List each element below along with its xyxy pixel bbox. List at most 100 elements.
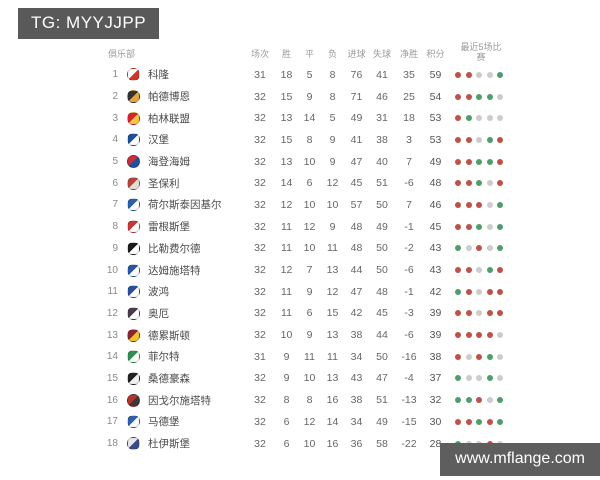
form-dots <box>448 375 510 382</box>
cell-gf: 45 <box>350 177 363 190</box>
table-row-荷尔斯泰因基尔[interactable]: 7 荷尔斯泰因基尔 32 12 10 10 57 50 7 46 <box>96 194 510 216</box>
cell-ga: 58 <box>376 437 388 450</box>
form-dot-win <box>455 115 461 122</box>
cell-played: 32 <box>254 372 266 385</box>
form-dots <box>448 180 510 187</box>
table-row-汉堡[interactable]: 4 汉堡 32 15 8 9 41 38 3 53 <box>96 129 510 151</box>
rank-cell: 11 <box>107 286 118 298</box>
form-dot-loss <box>497 418 503 425</box>
cell-win: 6 <box>283 415 290 428</box>
cell-played: 32 <box>254 394 266 407</box>
cell-draw: 9 <box>306 90 313 103</box>
tg-badge: TG: MYYJJPP <box>18 8 160 39</box>
cell-gf: 41 <box>350 133 363 146</box>
team-crest-icon <box>126 90 140 104</box>
cell-played: 32 <box>254 285 266 298</box>
table-row-波鸿[interactable]: 11 波鸿 32 11 9 12 47 48 -1 42 <box>96 281 510 303</box>
cell-draw: 8 <box>306 394 313 407</box>
cell-win: 14 <box>280 177 293 190</box>
form-dot-win <box>497 310 503 317</box>
cell-gd: 25 <box>403 90 415 103</box>
form-dot-loss <box>497 201 503 208</box>
rank-cell: 2 <box>112 91 118 103</box>
table-row-圣保利[interactable]: 6 圣保利 32 14 6 12 45 51 -6 48 <box>96 172 510 194</box>
cell-ga: 38 <box>376 133 388 146</box>
cell-played: 32 <box>254 220 266 233</box>
cell-gf: 47 <box>350 155 363 168</box>
cell-draw: 10 <box>303 198 316 211</box>
rank-cell: 7 <box>112 199 118 211</box>
cell-win: 15 <box>280 90 293 103</box>
cell-loss: 13 <box>326 372 339 385</box>
form-dot-win <box>455 158 461 165</box>
team-name: 比勒费尔德 <box>148 242 201 255</box>
cell-draw: 9 <box>306 329 313 342</box>
rank-cell: 16 <box>106 394 118 406</box>
team-name: 荷尔斯泰因基尔 <box>148 199 222 212</box>
cell-played: 32 <box>254 415 266 428</box>
form-dot-loss <box>465 397 472 404</box>
cell-gf: 48 <box>350 220 363 233</box>
form-dots <box>448 332 510 339</box>
form-dots <box>448 71 510 78</box>
column-header-played: 场次 <box>250 48 269 59</box>
column-header-points: 积分 <box>426 48 445 59</box>
form-dot-win <box>476 245 482 252</box>
cell-win: 13 <box>280 155 293 168</box>
form-dot-loss <box>486 375 493 382</box>
form-dots <box>448 245 510 252</box>
table-row-海登海姆[interactable]: 5 海登海姆 32 13 10 9 47 40 7 49 <box>96 151 510 173</box>
cell-ga: 41 <box>376 68 388 81</box>
cell-points: 39 <box>429 329 442 342</box>
form-dot-win <box>497 158 503 165</box>
rank-cell: 12 <box>106 307 118 319</box>
table-row-菲尔特[interactable]: 14 菲尔特 31 9 11 11 34 50 -16 38 <box>96 346 510 368</box>
cell-draw: 11 <box>304 350 315 363</box>
table-row-科隆[interactable]: 1 科隆 31 18 5 8 76 41 35 59 <box>96 64 510 86</box>
cell-gd: -22 <box>401 437 417 450</box>
cell-win: 8 <box>283 394 290 407</box>
rank-cell: 10 <box>106 264 118 276</box>
table-row-达姆施塔特[interactable]: 10 达姆施塔特 32 12 7 13 44 50 -6 43 <box>96 259 510 281</box>
cell-loss: 12 <box>326 285 339 298</box>
form-dot-loss <box>476 223 482 230</box>
cell-ga: 50 <box>376 198 388 211</box>
form-dots <box>448 288 510 295</box>
rank-cell: 6 <box>112 177 118 189</box>
cell-played: 32 <box>254 307 266 320</box>
form-dot-win <box>497 288 503 295</box>
cell-points: 45 <box>429 220 442 233</box>
table-row-柏林联盟[interactable]: 3 柏林联盟 32 13 14 5 49 31 18 53 <box>96 107 510 129</box>
form-dot-win <box>455 267 461 274</box>
cell-ga: 47 <box>376 372 388 385</box>
team-crest-icon <box>126 371 140 385</box>
table-row-奥厄[interactable]: 12 奥厄 32 11 6 15 42 45 -3 39 <box>96 303 510 325</box>
form-dot-loss <box>455 397 461 404</box>
cell-loss: 13 <box>326 264 339 277</box>
team-crest-icon <box>126 393 140 407</box>
form-dot-draw <box>476 71 482 78</box>
cell-win: 11 <box>281 307 292 320</box>
cell-loss: 11 <box>327 242 338 255</box>
form-dot-win <box>486 418 493 425</box>
cell-gf: 47 <box>350 285 363 298</box>
table-row-比勒费尔德[interactable]: 9 比勒费尔德 32 11 10 11 48 50 -2 43 <box>96 238 510 260</box>
cell-draw: 6 <box>306 307 313 320</box>
cell-points: 53 <box>429 133 442 146</box>
cell-draw: 5 <box>306 68 313 81</box>
table-row-帕德博恩[interactable]: 2 帕德博恩 32 15 9 8 71 46 25 54 <box>96 86 510 108</box>
cell-win: 11 <box>281 242 292 255</box>
cell-loss: 9 <box>329 220 336 233</box>
table-row-桑德豪森[interactable]: 15 桑德豪森 32 9 10 13 43 47 -4 37 <box>96 368 510 390</box>
table-row-雷根斯堡[interactable]: 8 雷根斯堡 32 11 12 9 48 49 -1 45 <box>96 216 510 238</box>
table-row-因戈尔施塔特[interactable]: 16 因戈尔施塔特 32 8 8 16 38 51 -13 32 <box>96 389 510 411</box>
form-dot-loss <box>486 267 493 274</box>
table-row-马德堡[interactable]: 17 马德堡 32 6 12 14 34 49 -15 30 <box>96 411 510 433</box>
cell-played: 32 <box>254 198 266 211</box>
cell-gf: 38 <box>350 394 363 407</box>
cell-win: 11 <box>281 220 292 233</box>
cell-gd: 7 <box>406 155 412 168</box>
table-row-德累斯顿[interactable]: 13 德累斯顿 32 10 9 13 38 44 -6 39 <box>96 324 510 346</box>
cell-gf: 57 <box>350 198 363 211</box>
cell-win: 9 <box>283 372 290 385</box>
